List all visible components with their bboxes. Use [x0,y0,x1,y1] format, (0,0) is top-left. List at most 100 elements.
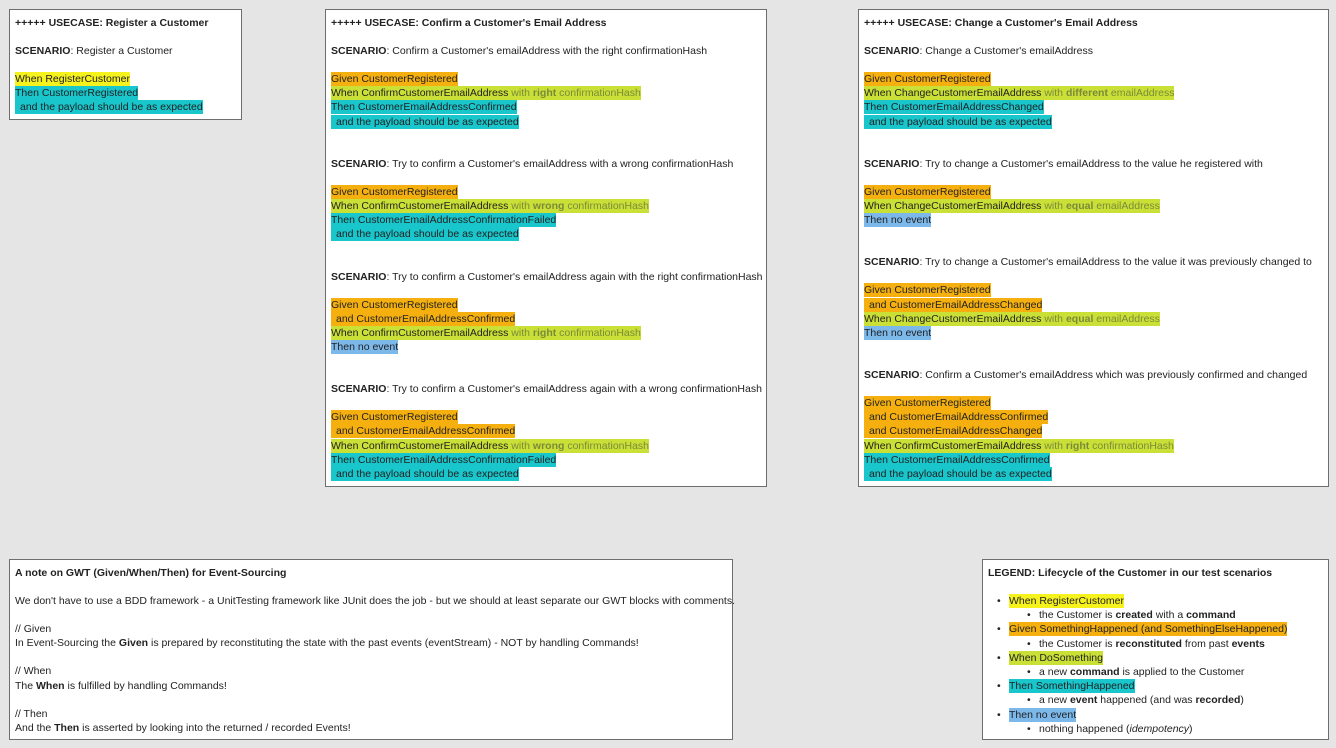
when-modifier-key: wrong [532,199,565,212]
legend-keyword: events [1231,637,1265,650]
when-modifier-key: different [1065,87,1108,100]
scenario-lines: When RegisterCustomer Then CustomerRegis… [15,72,236,115]
scenario-lines: Given CustomerRegistered When ChangeCust… [864,72,1323,129]
when-step: When ConfirmCustomerEmailAddress with wr… [331,198,650,213]
when-modifier-key: equal [1065,199,1094,212]
gwt-line: Then no event [331,340,761,355]
scenario-lines: Given CustomerRegistered When ChangeCust… [864,184,1323,228]
scenario-title: SCENARIO: Try to confirm a Customer's em… [331,382,762,396]
when-modifier: with [508,199,533,212]
when-step: When ConfirmCustomerEmailAddress with wr… [331,438,650,453]
gwt-line: and the payload should be as expected [864,114,1323,129]
then-step: and the payload should be as expected [331,114,519,129]
legend: LEGEND: Lifecycle of the Customer in our… [982,559,1329,740]
no-event-step: Then no event [864,213,932,228]
gwt-line: and CustomerEmailAddressConfirmed [331,311,761,326]
legend-list: • When RegisterCustomer • the Customer is… [988,594,1323,736]
scenario-text: : Try to confirm a Customer's emailAddre… [386,383,762,396]
bullet-icon: • [997,680,1001,693]
note-text: is fulfilled by handling Commands! [64,679,227,692]
note-keyword: When [36,679,65,692]
gwt-line: Then CustomerEmailAddressConfirmationFai… [331,452,761,467]
scenario-text: : Change a Customer's emailAddress [919,45,1094,57]
when-modifier-tail: emailAddress [1107,87,1175,100]
when-modifier-tail: emailAddress [1093,199,1160,212]
gwt-line: When ConfirmCustomerEmailAddress with ri… [331,86,761,101]
scenario-text: : Register a Customer [70,45,173,57]
when-modifier-key: right [532,87,557,100]
note-text: In Event-Sourcing the [15,637,119,650]
no-event-step: Then no event [331,340,399,355]
scenario-title: SCENARIO: Try to change a Customer's ema… [864,157,1323,171]
given-step: Given CustomerRegistered [864,184,991,199]
usecase-confirm-email: +++++ USECASE: Confirm a Customer's Emai… [325,9,767,487]
note-given-text: In Event-Sourcing the Given is prepared … [15,636,727,650]
gwt-line: Given CustomerRegistered [331,184,761,199]
then-step: Then CustomerEmailAddressConfirmed [864,452,1050,467]
when-modifier-tail: confirmationHash [564,439,650,452]
gwt-line: When ConfirmCustomerEmailAddress with ri… [864,438,1323,453]
when-modifier: with [1041,312,1066,325]
scenario-label: SCENARIO [331,270,387,283]
when-modifier: with [1041,87,1066,100]
legend-text: ) [1189,722,1193,735]
when-command: When ConfirmCustomerEmailAddress [331,326,509,339]
then-step: Then CustomerEmailAddressConfirmationFai… [331,213,557,228]
legend-item: • Given SomethingHappened (and SomethingE… [988,622,1323,637]
when-modifier-tail: confirmationHash [564,199,650,212]
legend-text: nothing happened ( [1039,722,1130,735]
legend-subitem: • a new event happened (and was recorded) [988,693,1323,707]
legend-key: When RegisterCustomer [1009,594,1124,608]
scenario-title: SCENARIO: Confirm a Customer's emailAddr… [864,368,1323,382]
bullet-icon: • [997,708,1001,721]
gwt-line: and CustomerEmailAddressChanged [864,424,1323,439]
scenario: SCENARIO: Confirm a Customer's emailAddr… [864,368,1323,481]
bullet-icon: • [1027,609,1031,622]
gwt-line: Then no event [864,213,1323,228]
note-text: is asserted by looking into the returned… [79,721,351,734]
legend-text: the Customer is [1039,637,1116,650]
gwt-line: Given CustomerRegistered [331,72,761,86]
legend-emphasis: idempotency [1129,722,1190,735]
scenario: SCENARIO: Try to confirm a Customer's em… [331,157,761,242]
bullet-icon: • [1027,694,1031,707]
when-command: When ChangeCustomerEmailAddress [864,87,1042,100]
then-step: Then CustomerEmailAddressConfirmationFai… [331,452,557,467]
scenario-lines: Given CustomerRegistered and CustomerEma… [331,410,761,481]
usecase-change-email: +++++ USECASE: Change a Customer's Email… [858,9,1329,487]
gwt-line: and the payload should be as expected [864,467,1323,481]
note-title: A note on GWT (Given/When/Then) for Even… [15,567,287,579]
then-step: and the payload should be as expected [331,227,519,242]
scenario: SCENARIO: Try to confirm a Customer's em… [331,382,762,481]
scenario-lines: Given CustomerRegistered When ConfirmCus… [331,184,761,242]
legend-keyword: command [1186,609,1236,622]
when-modifier-key: wrong [532,439,565,452]
gwt-line: Given CustomerRegistered [864,396,1323,411]
bullet-icon: • [997,651,1001,664]
note-intro: We don't have to use a BDD framework - a… [15,595,736,607]
when-modifier: with [1041,439,1066,452]
given-step: Given CustomerRegistered [331,410,458,425]
when-step: When ChangeCustomerEmailAddress with equ… [864,311,1160,326]
legend-item: • Then SomethingHappened [988,679,1323,694]
legend-item: • When DoSomething [988,650,1323,665]
when-modifier-key: equal [1065,312,1094,325]
given-step: Given CustomerRegistered [864,283,991,298]
when-command: When ConfirmCustomerEmailAddress [331,439,509,452]
scenario-lines: Given CustomerRegistered and CustomerEma… [331,297,761,355]
when-step: When ChangeCustomerEmailAddress with equ… [864,198,1160,213]
given-step: Given CustomerRegistered [331,72,458,86]
then-step: Then CustomerEmailAddressConfirmed [331,100,517,115]
scenario-title: SCENARIO: Try to confirm a Customer's em… [331,270,763,284]
gwt-line: Then CustomerEmailAddressConfirmationFai… [331,213,761,228]
scenario-text: : Try to confirm a Customer's emailAddre… [386,157,734,170]
gwt-line: and the payload should be as expected [331,227,761,242]
gwt-line: When ChangeCustomerEmailAddress with equ… [864,198,1323,213]
legend-subitem: • the Customer is created with a command [988,608,1323,622]
gwt-line: and the payload should be as expected [331,467,761,481]
gwt-line: and CustomerEmailAddressConfirmed [864,410,1323,425]
legend-text: from past [1181,637,1232,650]
scenario-title: SCENARIO: Try to change a Customer's ema… [864,255,1323,269]
when-step: When ChangeCustomerEmailAddress with dif… [864,86,1175,101]
scenario-title: SCENARIO: Confirm a Customer's emailAddr… [331,44,761,58]
